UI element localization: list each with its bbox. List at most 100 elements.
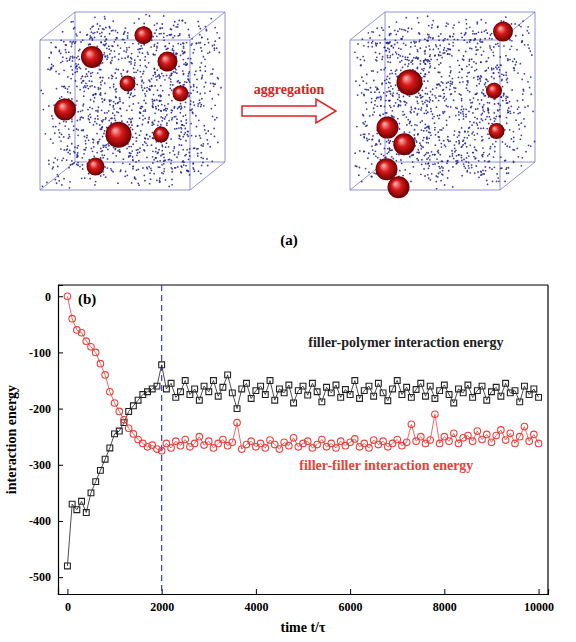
polymer-bead	[468, 71, 470, 73]
polymer-bead	[452, 36, 454, 38]
polymer-bead	[423, 60, 425, 62]
polymer-bead	[442, 167, 444, 169]
polymer-bead	[388, 100, 390, 102]
polymer-bead	[509, 146, 511, 148]
polymer-bead	[428, 162, 430, 164]
polymer-bead	[195, 135, 197, 137]
polymer-bead	[202, 158, 204, 160]
polymer-bead	[481, 54, 483, 56]
polymer-bead	[156, 69, 158, 71]
polymer-bead	[179, 112, 181, 114]
polymer-bead	[145, 14, 147, 16]
polymer-bead	[427, 15, 429, 17]
polymer-bead	[376, 98, 378, 100]
polymer-bead	[416, 151, 418, 153]
polymer-bead	[189, 109, 191, 111]
polymer-bead	[513, 137, 515, 139]
polymer-bead	[155, 147, 157, 149]
polymer-bead	[162, 117, 164, 119]
polymer-bead	[113, 84, 115, 86]
polymer-bead	[159, 27, 161, 29]
polymer-bead	[181, 124, 183, 126]
polymer-bead	[82, 105, 84, 107]
polymer-bead	[114, 89, 116, 91]
polymer-bead	[476, 92, 478, 94]
polymer-bead	[420, 72, 422, 74]
polymer-bead	[117, 101, 119, 103]
polymer-bead	[419, 63, 421, 65]
polymer-bead	[65, 44, 67, 46]
polymer-bead	[461, 175, 463, 177]
polymer-bead	[81, 75, 83, 77]
polymer-bead	[85, 76, 87, 78]
polymer-bead	[487, 102, 489, 104]
polymer-bead	[94, 121, 96, 123]
polymer-bead	[480, 75, 482, 77]
polymer-bead	[186, 134, 188, 136]
polymer-bead	[115, 39, 117, 41]
polymer-bead	[152, 53, 154, 55]
polymer-bead	[182, 70, 184, 72]
polymer-bead	[403, 43, 405, 45]
polymer-bead	[154, 85, 156, 87]
polymer-bead	[371, 138, 373, 140]
polymer-bead	[197, 21, 199, 23]
polymer-bead	[414, 129, 416, 131]
polymer-bead	[201, 36, 203, 38]
polymer-bead	[432, 154, 434, 156]
polymer-bead	[435, 97, 437, 99]
polymer-bead	[445, 98, 447, 100]
polymer-bead	[144, 118, 146, 120]
polymer-bead	[81, 177, 83, 179]
polymer-bead	[499, 116, 501, 118]
polymer-bead	[60, 148, 62, 150]
polymer-bead	[511, 89, 513, 91]
polymer-bead	[174, 167, 176, 169]
polymer-bead	[205, 82, 207, 84]
polymer-bead	[163, 163, 165, 165]
polymer-bead	[188, 152, 190, 154]
polymer-bead	[126, 109, 128, 111]
polymer-bead	[189, 155, 191, 157]
polymer-bead	[137, 125, 139, 127]
polymer-bead	[104, 130, 106, 132]
polymer-bead	[201, 98, 203, 100]
polymer-bead	[390, 93, 392, 95]
polymer-bead	[180, 131, 182, 133]
polymer-bead	[50, 42, 52, 44]
polymer-bead	[438, 64, 440, 66]
polymer-bead	[159, 179, 161, 181]
polymer-bead	[134, 64, 136, 66]
polymer-bead	[51, 63, 53, 65]
polymer-bead	[191, 38, 193, 40]
polymer-bead	[152, 101, 154, 103]
polymer-bead	[180, 165, 182, 167]
polymer-bead	[180, 55, 182, 57]
polymer-bead	[468, 60, 470, 62]
polymer-bead	[117, 182, 119, 184]
polymer-bead	[179, 135, 181, 137]
polymer-bead	[90, 28, 92, 30]
polymer-bead	[471, 167, 473, 169]
polymer-bead	[59, 49, 61, 51]
polymer-bead	[149, 172, 151, 174]
polymer-bead	[420, 60, 422, 62]
polymer-bead	[497, 103, 499, 105]
polymer-bead	[78, 59, 80, 61]
polymer-bead	[144, 180, 146, 182]
polymer-bead	[473, 61, 475, 63]
polymer-bead	[153, 68, 155, 70]
polymer-bead	[151, 144, 153, 146]
polymer-bead	[129, 155, 131, 157]
polymer-bead	[159, 33, 161, 35]
polymer-bead	[183, 63, 185, 65]
polymer-bead	[152, 107, 154, 109]
polymer-bead	[407, 65, 409, 67]
polymer-bead	[152, 103, 154, 105]
polymer-bead	[150, 178, 152, 180]
polymer-bead	[155, 157, 157, 159]
polymer-bead	[472, 131, 474, 133]
polymer-bead	[95, 93, 97, 95]
polymer-bead	[405, 44, 407, 46]
polymer-bead	[485, 118, 487, 120]
